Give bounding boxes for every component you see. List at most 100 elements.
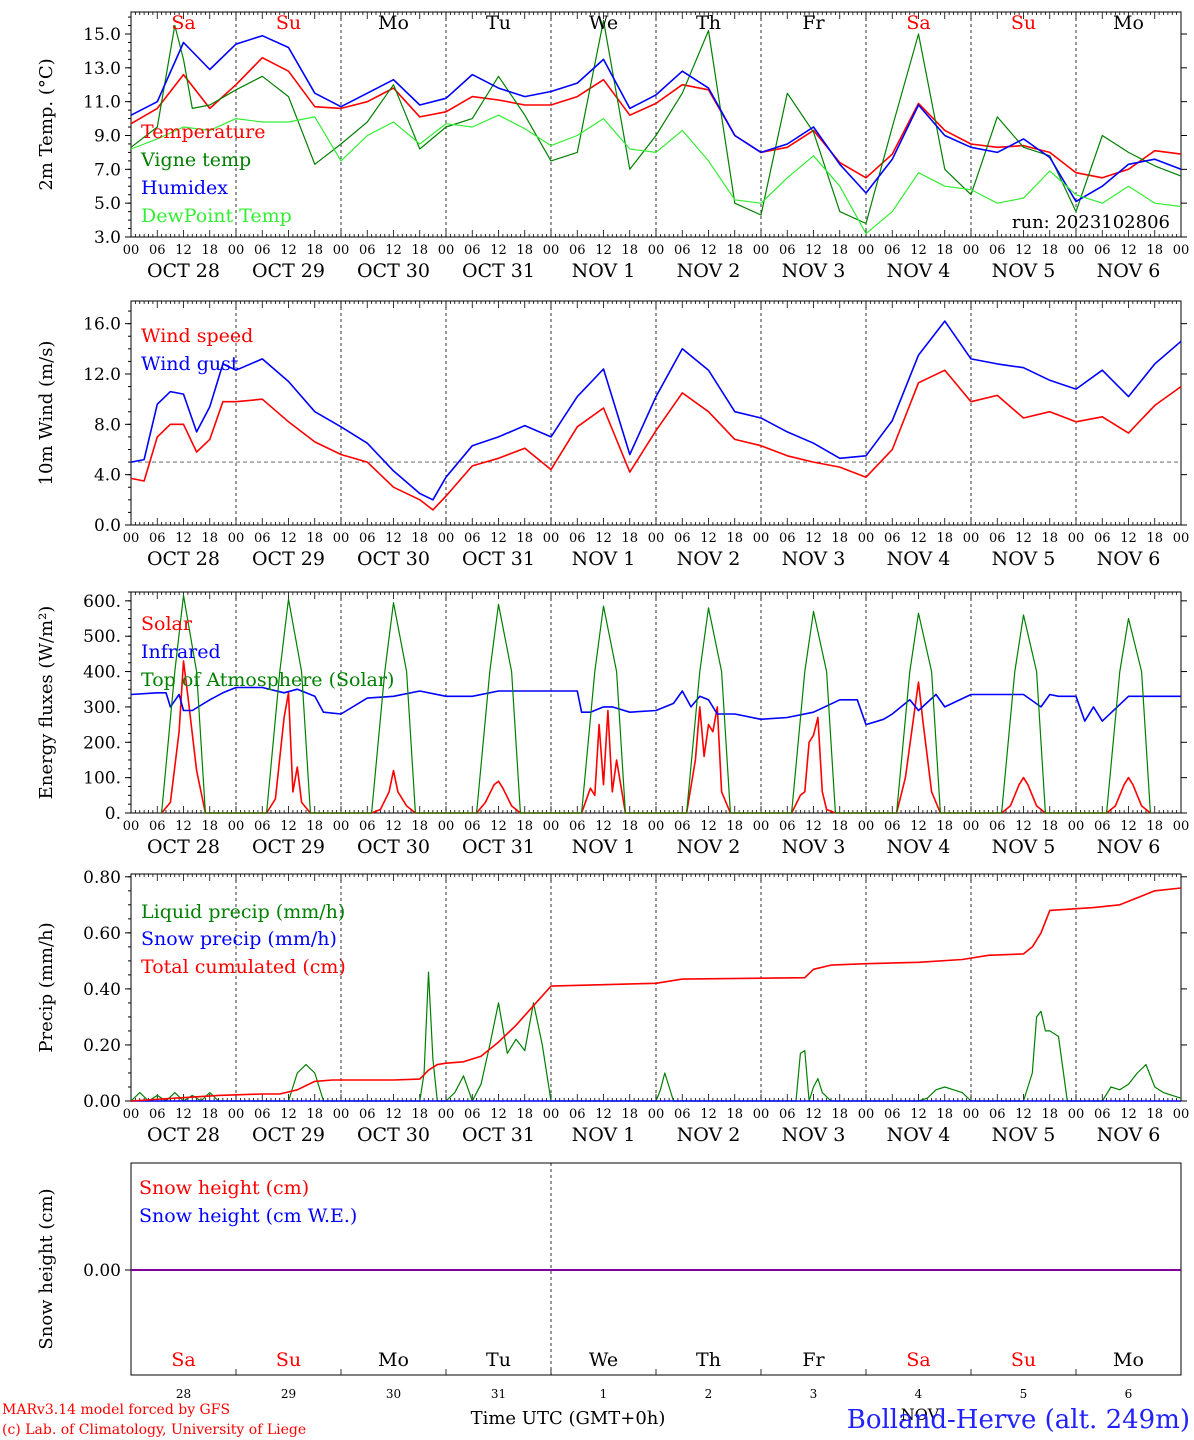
hour-label: 18 xyxy=(621,531,638,546)
legend-entry: Total cumulated (cm) xyxy=(141,956,346,978)
hour-label: 18 xyxy=(831,1107,848,1122)
hour-label: 06 xyxy=(254,1107,271,1122)
legend-entry: Solar xyxy=(141,613,193,635)
panel-1: 3.0 5.0 7.0 9.0 11.0 13.0 15.0 2m Temp. (°C) Tem… xyxy=(36,11,1189,282)
hour-label: 18 xyxy=(411,819,428,834)
hour-label: 06 xyxy=(989,243,1006,258)
hour-label: 18 xyxy=(411,1107,428,1122)
hour-label: 12 xyxy=(385,1107,402,1122)
legend-entry: Snow precip (mm/h) xyxy=(141,928,337,950)
hour-label: 00 xyxy=(858,1107,875,1122)
date-label: NOV 6 xyxy=(1097,548,1161,570)
hour-label: 12 xyxy=(280,531,297,546)
hour-label: 18 xyxy=(201,531,218,546)
panel-4: 0.00 0.20 0.40 0.60 0.80 Precip (mm/h) Liquid … xyxy=(36,868,1189,1146)
day-number-label: 29 xyxy=(281,1387,296,1401)
day-name-label: Su xyxy=(1011,12,1036,34)
date-label: OCT 30 xyxy=(357,836,430,858)
hour-label: 06 xyxy=(1094,243,1111,258)
hour-label: 12 xyxy=(385,243,402,258)
hour-label: 06 xyxy=(989,531,1006,546)
date-label: OCT 31 xyxy=(462,548,535,570)
hour-label: 18 xyxy=(1041,1107,1058,1122)
y-tick-label: 15.0 xyxy=(83,25,121,45)
date-label: NOV 1 xyxy=(572,1124,636,1146)
hour-label: 00 xyxy=(858,531,875,546)
hour-label: 18 xyxy=(201,819,218,834)
day-number-label: 1 xyxy=(600,1387,608,1401)
hour-label: 18 xyxy=(201,1107,218,1122)
hour-label: 12 xyxy=(175,531,192,546)
hour-label: 12 xyxy=(1120,531,1137,546)
hour-label: 06 xyxy=(1094,819,1111,834)
footer-model-text: MARv3.14 model forced by GFS xyxy=(2,1402,230,1418)
day-name-label: Fr xyxy=(802,1349,825,1371)
hour-label: 12 xyxy=(490,819,507,834)
hour-label: 18 xyxy=(831,243,848,258)
y-tick-label: 4.0 xyxy=(94,466,121,486)
legend-entry: Vigne temp xyxy=(140,149,251,171)
date-label: OCT 31 xyxy=(462,836,535,858)
hour-label: 12 xyxy=(175,1107,192,1122)
hour-label: 00 xyxy=(543,1107,560,1122)
hour-label: 18 xyxy=(726,819,743,834)
hour-label: 12 xyxy=(700,243,717,258)
hour-label: 00 xyxy=(123,531,140,546)
hour-label: 00 xyxy=(963,243,980,258)
hour-label: 06 xyxy=(569,1107,586,1122)
y-tick-label: 8.0 xyxy=(94,415,121,435)
y-axis-title: Energy fluxes (W/m²) xyxy=(36,606,57,800)
hour-label: 12 xyxy=(280,819,297,834)
hour-label: 18 xyxy=(1146,531,1163,546)
hour-label: 00 xyxy=(1068,1107,1085,1122)
hour-label: 00 xyxy=(543,819,560,834)
hour-label: 00 xyxy=(228,819,245,834)
hour-label: 18 xyxy=(621,819,638,834)
date-label: OCT 30 xyxy=(357,548,430,570)
date-label: OCT 28 xyxy=(147,836,220,858)
date-label: NOV 3 xyxy=(782,836,846,858)
hour-label: 00 xyxy=(438,531,455,546)
date-label: NOV 5 xyxy=(992,548,1056,570)
hour-label: 00 xyxy=(228,1107,245,1122)
series-infrared xyxy=(130,686,1181,726)
hour-label: 00 xyxy=(543,243,560,258)
hour-label: 06 xyxy=(569,243,586,258)
date-label: NOV 5 xyxy=(992,836,1056,858)
meteogram-panels: 3.0 5.0 7.0 9.0 11.0 13.0 15.0 2m Temp. (°C) Tem… xyxy=(36,11,1189,1401)
hour-label: 18 xyxy=(1146,1107,1163,1122)
hour-label: 06 xyxy=(254,819,271,834)
hour-label: 00 xyxy=(438,243,455,258)
hour-label: 06 xyxy=(779,1107,796,1122)
y-tick-label: 0.00 xyxy=(83,1092,121,1112)
panel-frame xyxy=(130,11,1182,238)
hour-label: 00 xyxy=(963,819,980,834)
hour-label: 00 xyxy=(1173,1107,1190,1122)
x-axis-title: Time UTC (GMT+0h) xyxy=(471,1408,666,1429)
hour-label: 00 xyxy=(648,819,665,834)
date-label: NOV 6 xyxy=(1097,1124,1161,1146)
day-name-label: Mo xyxy=(378,12,409,34)
hour-label: 00 xyxy=(753,243,770,258)
day-name-label: We xyxy=(589,1349,618,1371)
hour-label: 18 xyxy=(201,243,218,258)
day-number-label: 31 xyxy=(491,1387,506,1401)
hour-label: 06 xyxy=(674,1107,691,1122)
hour-label: 18 xyxy=(1146,819,1163,834)
legend-entry: Humidex xyxy=(141,177,228,199)
hour-label: 06 xyxy=(884,819,901,834)
y-tick-label: 9.0 xyxy=(94,126,121,146)
day-name-label: Mo xyxy=(378,1349,409,1371)
hour-label: 12 xyxy=(490,1107,507,1122)
hour-label: 06 xyxy=(674,243,691,258)
hour-label: 18 xyxy=(936,531,953,546)
footer: MARv3.14 model forced by GFS (c) Lab. of… xyxy=(2,1402,1190,1438)
date-label: OCT 31 xyxy=(462,260,535,282)
hour-label: 06 xyxy=(779,819,796,834)
date-label: OCT 28 xyxy=(147,260,220,282)
hour-label: 12 xyxy=(175,819,192,834)
legend-entry: Snow height (cm W.E.) xyxy=(139,1205,357,1227)
y-axis-title: 2m Temp. (°C) xyxy=(36,58,57,190)
hour-label: 00 xyxy=(333,1107,350,1122)
hour-label: 06 xyxy=(149,1107,166,1122)
